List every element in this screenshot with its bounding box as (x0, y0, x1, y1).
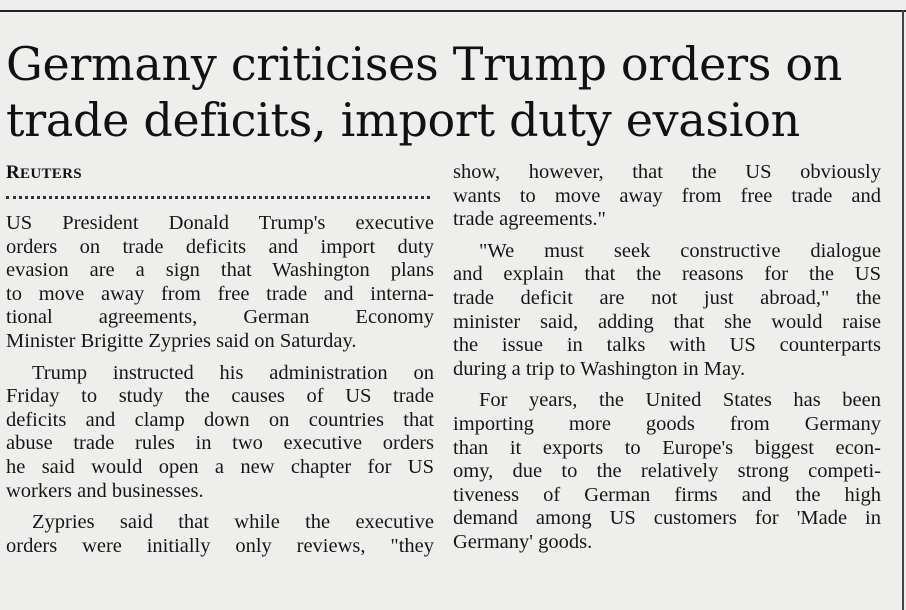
text-line: to move away from free trade and interna… (6, 282, 434, 305)
text-line: trade deficit are not just abroad," the (453, 286, 881, 309)
text-line: Friday to study the causes of US trade (6, 385, 434, 408)
paragraph: show, however, that the US obviously wan… (453, 161, 881, 232)
paragraph: Zypries said that while the executive or… (6, 511, 434, 558)
paragraph: US President Donald Trump's executive or… (6, 212, 434, 354)
dotted-divider (6, 196, 430, 199)
text-line: evasion are a sign that Washington plans (6, 259, 434, 282)
text-line: Minister Brigitte Zypries said on Saturd… (6, 329, 357, 352)
text-line: during a trip to Washington in May. (453, 357, 746, 380)
text-line: deficits and clamp down on countries tha… (6, 408, 434, 431)
text-line: For years, the United States has been (479, 389, 881, 412)
left-column: US President Donald Trump's executive or… (6, 212, 434, 558)
text-line: Zypries said that while the executive (32, 511, 434, 534)
byline: REUTERS (6, 162, 82, 183)
right-rule (902, 10, 904, 610)
text-line: he said would open a new chapter for US (6, 455, 434, 478)
text-line: orders were initially only reviews, "the… (6, 534, 434, 557)
text-line: and explain that the reasons for the US (453, 263, 881, 286)
text-line: Trump instructed his administration on (32, 361, 434, 384)
text-line: abuse trade rules in two executive order… (6, 432, 434, 455)
paragraph: "We must seek constructive dialogue and … (453, 240, 881, 382)
text-line: omy, due to the relatively strong compet… (453, 460, 881, 483)
text-line: minister said, adding that she would rai… (453, 310, 881, 333)
text-line: than it exports to Europe's biggest econ… (453, 436, 881, 459)
text-line: US President Donald Trump's executive (6, 212, 434, 234)
text-line: tiveness of German firms and the high (453, 483, 881, 506)
right-column: show, however, that the US obviously wan… (453, 161, 881, 555)
paragraph: Trump instructed his administration on F… (6, 362, 434, 504)
text-line: importing more goods from Germany (453, 412, 881, 435)
headline-line: trade deficits, import duty evasion (6, 93, 800, 147)
text-line: workers and businesses. (6, 479, 204, 502)
article-headline: Germany criticises Trump orders on trade… (6, 36, 896, 148)
text-line: trade agreements." (453, 208, 606, 231)
text-line: orders on trade deficits and import duty (6, 235, 434, 258)
paragraph: For years, the United States has been im… (453, 389, 881, 554)
text-line: demand among US customers for 'Made in (453, 507, 881, 530)
text-line: Germany' goods. (453, 530, 593, 553)
text-line: tional agreements, German Economy (6, 306, 434, 329)
text-line: wants to move away from free trade and (453, 184, 881, 207)
headline-line: Germany criticises Trump orders on (6, 37, 843, 91)
top-rule (0, 10, 906, 12)
text-line: the issue in talks with US counterparts (453, 334, 881, 357)
text-line: "We must seek constructive dialogue (479, 239, 881, 262)
text-line: show, however, that the US obviously (453, 161, 881, 183)
